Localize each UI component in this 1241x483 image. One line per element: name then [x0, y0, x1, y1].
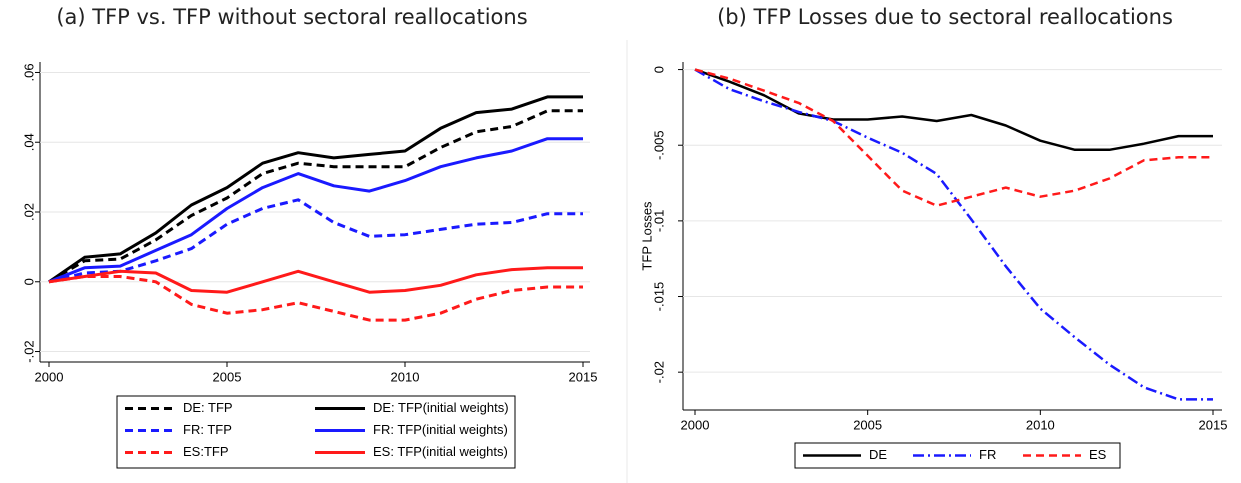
- y-tick-label: -.015: [651, 282, 666, 312]
- data-line: [48, 109, 583, 284]
- legend-label: FR: TFP: [183, 422, 232, 437]
- x-tick-label: 2005: [213, 369, 242, 384]
- legend-label: FR: TFP(initial weights): [373, 422, 508, 437]
- x-tick-label: 2015: [569, 369, 598, 384]
- legend-label: ES:TFP: [183, 444, 229, 459]
- legend-label: DE: TFP(initial weights): [373, 400, 509, 415]
- legend-label: DE: TFP: [183, 400, 233, 415]
- data-line: [48, 198, 583, 284]
- y-axis-title: TFP Losses: [639, 201, 654, 271]
- y-tick-label: -.005: [651, 130, 666, 160]
- data-line: [48, 137, 583, 284]
- y-tick-label: 0: [651, 66, 666, 73]
- x-tick-label: 2005: [853, 417, 882, 432]
- x-tick-label: 2000: [35, 369, 64, 384]
- data-line: [48, 266, 583, 294]
- y-tick-label: -.02: [21, 340, 36, 362]
- legend-label: FR: [979, 447, 996, 462]
- legend-label: ES: TFP(initial weights): [373, 444, 508, 459]
- data-line: [694, 68, 1213, 401]
- legend-label: DE: [869, 447, 887, 462]
- y-tick-label: .06: [21, 63, 36, 81]
- y-tick-label: .04: [21, 133, 36, 151]
- data-line: [694, 68, 1213, 207]
- x-tick-label: 2000: [681, 417, 710, 432]
- x-tick-label: 2015: [1199, 417, 1228, 432]
- chart-title: (b) TFP Losses due to sectoral reallocat…: [717, 5, 1173, 29]
- y-tick-label: .02: [21, 203, 36, 221]
- x-tick-label: 2010: [1026, 417, 1055, 432]
- y-tick-label: 0: [21, 278, 36, 285]
- legend-label: ES: [1089, 447, 1107, 462]
- y-tick-label: -.02: [651, 361, 666, 383]
- x-tick-label: 2010: [391, 369, 420, 384]
- data-line: [48, 95, 583, 284]
- data-line: [48, 275, 583, 322]
- data-line: [694, 68, 1213, 152]
- y-tick-label: -.01: [651, 210, 666, 232]
- chart-title: (a) TFP vs. TFP without sectoral realloc…: [56, 5, 527, 29]
